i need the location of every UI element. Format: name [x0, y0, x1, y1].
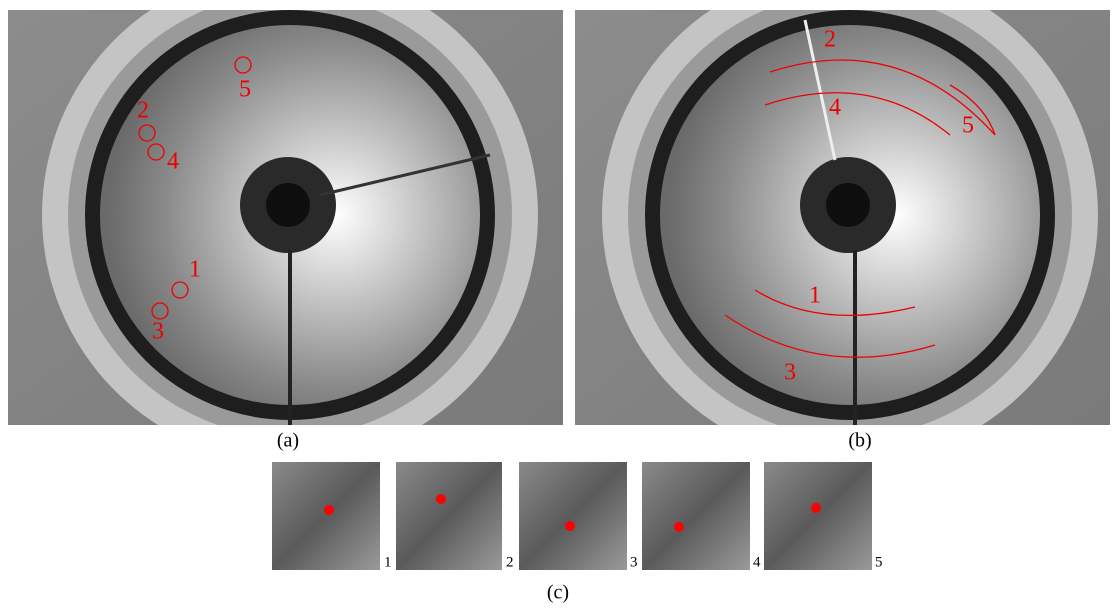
- image-a: [8, 0, 563, 463]
- thumbnail-label: 3: [630, 554, 638, 570]
- marker-label: 1: [189, 257, 201, 283]
- thumbnail-label: 2: [506, 554, 514, 570]
- thumbnail-label: 5: [875, 554, 883, 570]
- marker-label: 3: [152, 319, 164, 345]
- marker-label: 4: [167, 149, 179, 175]
- caption: (c): [547, 582, 569, 604]
- curve-label: 3: [784, 360, 796, 386]
- thumbnail-label: 4: [753, 554, 761, 570]
- caption: (a): [277, 430, 299, 452]
- caption: (b): [848, 430, 871, 452]
- curve-label: 2: [824, 27, 836, 53]
- thumbnails: [272, 462, 872, 570]
- curve-label: 1: [809, 283, 821, 309]
- marker-label: 2: [137, 98, 149, 124]
- curve-label: 4: [829, 95, 841, 121]
- image-b: [575, 0, 1110, 463]
- thumbnail-label: 1: [384, 554, 392, 570]
- curve-label: 5: [962, 113, 974, 139]
- figure: 1 2 3 4 5 (a) 1 2 3 4 5 (b): [0, 0, 1117, 606]
- marker-label: 5: [239, 77, 251, 103]
